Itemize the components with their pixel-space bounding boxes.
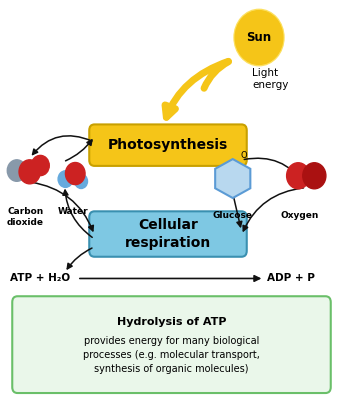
Text: Oxygen: Oxygen (280, 211, 318, 220)
Circle shape (75, 174, 88, 188)
Text: Carbon
dioxide: Carbon dioxide (7, 207, 44, 227)
Circle shape (234, 9, 284, 66)
Circle shape (287, 163, 310, 189)
FancyBboxPatch shape (89, 211, 247, 257)
Text: Hydrolysis of ATP: Hydrolysis of ATP (117, 317, 226, 327)
Text: Light
energy: Light energy (252, 68, 288, 90)
Circle shape (32, 155, 49, 176)
Text: Cellular
respiration: Cellular respiration (125, 218, 211, 250)
Circle shape (65, 162, 85, 184)
Text: provides energy for many biological
processes (e.g. molecular transport,
synthes: provides energy for many biological proc… (83, 337, 260, 374)
Text: Glucose: Glucose (213, 211, 253, 220)
Text: ATP + H₂O: ATP + H₂O (10, 273, 70, 284)
Text: Water: Water (58, 207, 89, 216)
Circle shape (58, 171, 73, 187)
Circle shape (19, 160, 40, 184)
Circle shape (7, 160, 26, 181)
Text: Sun: Sun (246, 31, 272, 44)
FancyBboxPatch shape (89, 124, 247, 166)
Circle shape (303, 163, 326, 189)
Polygon shape (215, 159, 250, 198)
Text: Photosynthesis: Photosynthesis (108, 138, 228, 152)
FancyBboxPatch shape (12, 296, 331, 393)
Text: O: O (240, 151, 247, 160)
Text: ADP + P: ADP + P (267, 273, 314, 284)
Circle shape (235, 11, 283, 64)
